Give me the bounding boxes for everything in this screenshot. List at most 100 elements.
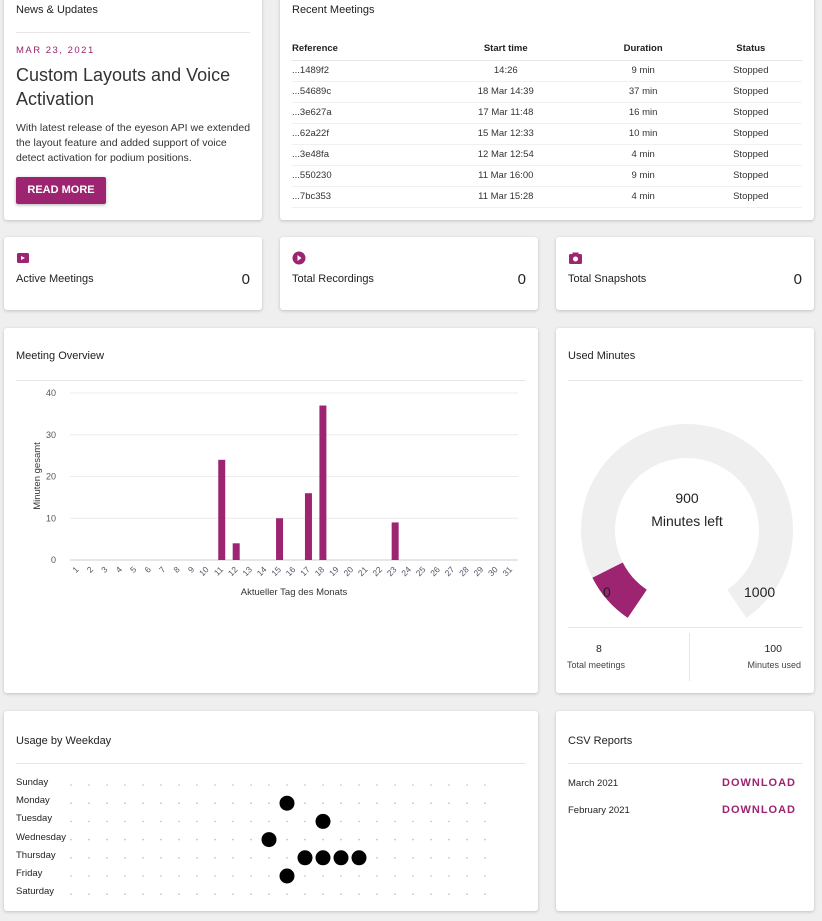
grid-dot <box>412 838 414 841</box>
bar[interactable] <box>218 459 226 560</box>
grid-dot <box>196 820 198 823</box>
bar[interactable] <box>391 522 399 560</box>
grid-dot <box>70 838 72 841</box>
grid-dot <box>304 784 306 786</box>
chart-title: Meeting Overview <box>16 350 105 362</box>
grid-dot <box>484 857 486 859</box>
grid-dot <box>106 802 108 804</box>
csv-card: CSV Reports March 2021 DOWNLOAD February… <box>556 711 814 911</box>
x-tick-label: 20 <box>341 564 355 578</box>
table-row[interactable]: ...1489f2 14:26 9 min Stopped <box>292 60 802 82</box>
table-cell: ...54689c <box>292 81 425 103</box>
grid-dot <box>178 857 180 859</box>
x-tick-label: 30 <box>486 564 500 578</box>
table-row[interactable]: ...3e627a 17 Mar 11:48 16 min Stopped <box>292 102 802 124</box>
bar[interactable] <box>276 518 284 560</box>
grid-dot <box>124 838 126 841</box>
grid-dot <box>124 802 126 804</box>
grid-dot <box>70 857 72 859</box>
download-button[interactable]: DOWNLOAD <box>722 804 796 816</box>
grid-dot <box>250 784 252 786</box>
table-cell: 15 Mar 12:33 <box>424 123 587 145</box>
column-header: Status <box>699 38 802 61</box>
table-row[interactable]: ...550230 11 Mar 16:00 9 min Stopped <box>292 165 802 187</box>
grid-dot <box>412 875 414 877</box>
table-cell: 9 min <box>586 60 700 82</box>
table-cell: Stopped <box>699 123 802 145</box>
table-header: Reference Start time Duration Status <box>292 38 802 61</box>
weekday-label: Friday <box>16 868 43 879</box>
grid-dot <box>466 784 468 786</box>
grid-dot <box>322 838 324 841</box>
x-tick-label: 14 <box>255 564 269 578</box>
grid-dot <box>88 838 90 841</box>
grid-dot <box>232 784 234 786</box>
download-button[interactable]: DOWNLOAD <box>722 777 796 789</box>
table-row[interactable]: ...62a22f 15 Mar 12:33 10 min Stopped <box>292 123 802 145</box>
grid-dot <box>178 875 180 877</box>
grid-dot <box>70 784 72 786</box>
table-cell: 4 min <box>586 186 700 208</box>
x-tick-label: 9 <box>186 564 197 575</box>
minutes-left-value: 900 <box>675 490 699 506</box>
grid-dot <box>430 875 432 877</box>
table-cell: 11 Mar 15:28 <box>424 186 587 208</box>
usage-dot <box>315 813 331 829</box>
news-body: With latest release of the eyeson API we… <box>16 122 251 164</box>
stat-value: 0 <box>241 271 250 288</box>
table-cell: Stopped <box>699 165 802 187</box>
table-cell: 11 Mar 16:00 <box>424 165 587 187</box>
grid-dot <box>196 838 198 841</box>
grid-dot <box>160 857 162 859</box>
grid-dot <box>484 802 486 804</box>
table-row[interactable]: ...54689c 18 Mar 14:39 37 min Stopped <box>292 81 802 103</box>
bar[interactable] <box>304 493 312 560</box>
bar[interactable] <box>232 543 240 560</box>
grid-dot <box>358 875 360 877</box>
x-tick-label: 10 <box>197 564 211 578</box>
used-title: Used Minutes <box>568 350 636 362</box>
grid-dot <box>268 784 270 786</box>
grid-dot <box>214 802 216 804</box>
grid-dot <box>448 875 450 877</box>
grid-dot <box>412 784 414 786</box>
grid-dot <box>286 838 288 841</box>
grid-dot <box>376 784 378 786</box>
column-header: Reference <box>292 38 425 61</box>
stat-label: Active Meetings <box>16 273 94 285</box>
grid-dot <box>340 820 342 823</box>
weekday-label: Tuesday <box>16 813 53 825</box>
news-card: News & Updates MAR 23, 2021 Custom Layou… <box>4 0 262 220</box>
x-tick-label: 16 <box>284 564 298 578</box>
grid-dot <box>178 838 180 841</box>
grid-dot <box>160 820 162 823</box>
grid-dot <box>232 820 234 823</box>
news-headline: Custom Layouts and Voice Activation <box>16 65 231 109</box>
x-tick-label: 22 <box>370 564 384 578</box>
weekday-title: Usage by Weekday <box>16 735 112 747</box>
grid-dot <box>250 838 252 841</box>
weekday-label: Wednesday <box>16 831 66 843</box>
grid-dot <box>70 802 72 804</box>
grid-dot <box>484 784 486 786</box>
weekday-card: Usage by Weekday Sunday Monday Tuesday Wedn… <box>4 711 538 911</box>
stat-card: Total Recordings 0 <box>280 237 538 310</box>
grid-dot <box>394 857 396 859</box>
grid-dot <box>358 802 360 804</box>
grid-dot <box>484 838 486 841</box>
grid-dot <box>142 784 144 786</box>
table-cell: 17 Mar 11:48 <box>424 102 587 124</box>
bar[interactable] <box>319 405 327 560</box>
x-tick-label: 11 <box>212 564 226 578</box>
grid-dot <box>88 857 90 859</box>
read-more-button[interactable]: READ MORE <box>16 177 106 204</box>
video-icon <box>17 253 29 263</box>
grid-dot <box>466 875 468 877</box>
total-meetings-value: 8 <box>596 643 602 655</box>
grid-dot <box>340 802 342 804</box>
x-tick-label: 4 <box>114 564 125 575</box>
gauge-max: 1000 <box>744 584 776 600</box>
table-row[interactable]: ...3e48fa 12 Mar 12:54 4 min Stopped <box>292 144 802 166</box>
table-row[interactable]: ...7bc353 11 Mar 15:28 4 min Stopped <box>292 186 802 208</box>
usage-dot <box>315 850 331 866</box>
